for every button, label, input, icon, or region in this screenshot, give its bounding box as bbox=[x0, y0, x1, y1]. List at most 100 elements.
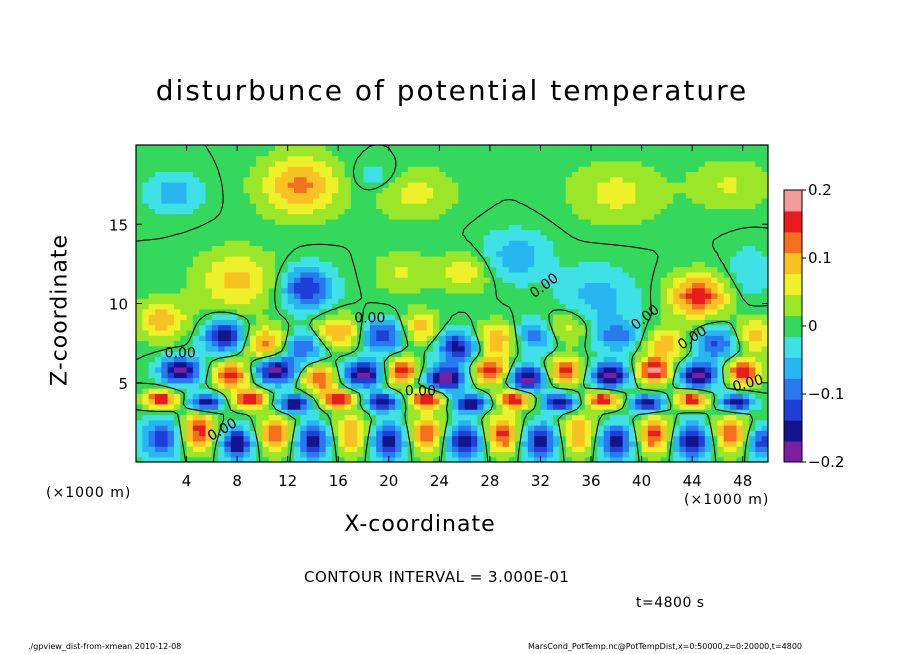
heatmap-cell bbox=[546, 329, 554, 336]
heatmap-cell bbox=[376, 324, 384, 331]
heatmap-cell bbox=[711, 303, 719, 310]
heatmap-cell bbox=[344, 388, 352, 394]
heatmap-cell bbox=[730, 292, 737, 299]
heatmap-cell bbox=[281, 451, 289, 458]
heatmap-cell bbox=[496, 377, 504, 384]
heatmap-cell bbox=[186, 435, 194, 442]
heatmap-cell bbox=[749, 208, 756, 215]
heatmap-cell bbox=[344, 229, 352, 236]
heatmap-cell bbox=[534, 303, 542, 310]
heatmap-cell bbox=[173, 393, 181, 400]
heatmap-cell bbox=[376, 329, 384, 336]
heatmap-cell bbox=[610, 319, 617, 326]
heatmap-cell bbox=[635, 261, 643, 268]
heatmap-cell bbox=[711, 414, 719, 421]
heatmap-cell bbox=[458, 351, 466, 357]
heatmap-cell bbox=[647, 409, 655, 416]
heatmap-cell bbox=[268, 303, 276, 310]
heatmap-cell bbox=[508, 398, 516, 405]
heatmap-cell bbox=[470, 440, 478, 447]
heatmap-cell bbox=[572, 451, 579, 458]
heatmap-cell bbox=[755, 403, 763, 410]
heatmap-cell bbox=[502, 456, 510, 462]
heatmap-cell bbox=[565, 266, 573, 273]
heatmap-cell bbox=[477, 271, 485, 278]
heatmap-cell bbox=[679, 213, 687, 220]
heatmap-cell bbox=[312, 303, 320, 310]
heatmap-cell bbox=[673, 208, 681, 215]
heatmap-cell bbox=[357, 277, 365, 283]
heatmap-cell bbox=[249, 425, 257, 431]
heatmap-cell bbox=[338, 229, 346, 236]
heatmap-cell bbox=[489, 255, 497, 262]
heatmap-cell bbox=[534, 403, 542, 410]
heatmap-cell bbox=[540, 356, 548, 363]
heatmap-cell bbox=[312, 208, 320, 215]
heatmap-cell bbox=[761, 298, 768, 305]
heatmap-cell bbox=[546, 451, 554, 458]
heatmap-cell bbox=[338, 403, 346, 410]
heatmap-cell bbox=[205, 419, 213, 426]
heatmap-cell bbox=[230, 446, 238, 453]
heatmap-cell bbox=[439, 255, 447, 262]
heatmap-cell bbox=[344, 372, 352, 379]
heatmap-cell bbox=[395, 208, 403, 215]
heatmap-cell bbox=[673, 388, 681, 394]
heatmap-cell bbox=[445, 440, 453, 447]
heatmap-cell bbox=[161, 203, 169, 209]
heatmap-cell bbox=[559, 409, 567, 416]
heatmap-cell bbox=[749, 292, 756, 299]
heatmap-cell bbox=[559, 261, 567, 268]
heatmap-cell bbox=[331, 266, 339, 273]
heatmap-cell bbox=[445, 430, 453, 437]
heatmap-cell bbox=[426, 287, 434, 294]
heatmap-cell bbox=[445, 266, 453, 273]
heatmap-cell bbox=[464, 435, 472, 442]
heatmap-cell bbox=[641, 388, 649, 394]
heatmap-cell bbox=[515, 208, 523, 215]
heatmap-cell bbox=[761, 398, 768, 405]
heatmap-cell bbox=[527, 361, 535, 368]
heatmap-cell bbox=[749, 366, 756, 373]
heatmap-cell bbox=[439, 287, 447, 294]
heatmap-cell bbox=[218, 229, 226, 236]
heatmap-cell bbox=[496, 398, 504, 405]
heatmap-cell bbox=[578, 340, 586, 347]
heatmap-cell bbox=[287, 255, 295, 262]
heatmap-cell bbox=[205, 208, 213, 215]
heatmap-cell bbox=[546, 208, 554, 215]
heatmap-cell bbox=[287, 366, 295, 373]
heatmap-cell bbox=[262, 240, 270, 246]
heatmap-cell bbox=[401, 271, 409, 278]
heatmap-cell bbox=[199, 277, 207, 283]
heatmap-cell bbox=[711, 340, 719, 347]
heatmap-cell bbox=[167, 240, 175, 246]
heatmap-cell bbox=[692, 213, 700, 220]
heatmap-cell bbox=[502, 440, 510, 447]
heatmap-cell bbox=[622, 398, 630, 405]
heatmap-cell bbox=[192, 430, 200, 437]
heatmap-cell bbox=[319, 197, 327, 204]
heatmap-cell bbox=[742, 261, 750, 268]
heatmap-cell bbox=[306, 240, 314, 246]
heatmap-cell bbox=[527, 393, 535, 400]
heatmap-cell bbox=[565, 303, 573, 310]
heatmap-cell bbox=[243, 298, 251, 305]
heatmap-cell bbox=[218, 319, 226, 326]
heatmap-cell bbox=[180, 250, 188, 257]
heatmap-cell bbox=[603, 425, 611, 431]
heatmap-cell bbox=[376, 393, 384, 400]
heatmap-cell bbox=[433, 314, 440, 320]
heatmap-cell bbox=[230, 430, 238, 437]
heatmap-cell bbox=[407, 261, 415, 268]
heatmap-cell bbox=[192, 356, 200, 363]
heatmap-cell bbox=[679, 224, 687, 231]
heatmap-cell bbox=[647, 382, 655, 389]
heatmap-cell bbox=[489, 393, 497, 400]
heatmap-cell bbox=[698, 372, 706, 379]
heatmap-cell bbox=[331, 435, 339, 442]
heatmap-cell bbox=[565, 208, 573, 215]
heatmap-cell bbox=[199, 372, 207, 379]
heatmap-cell bbox=[635, 335, 643, 342]
heatmap-cell bbox=[401, 356, 409, 363]
